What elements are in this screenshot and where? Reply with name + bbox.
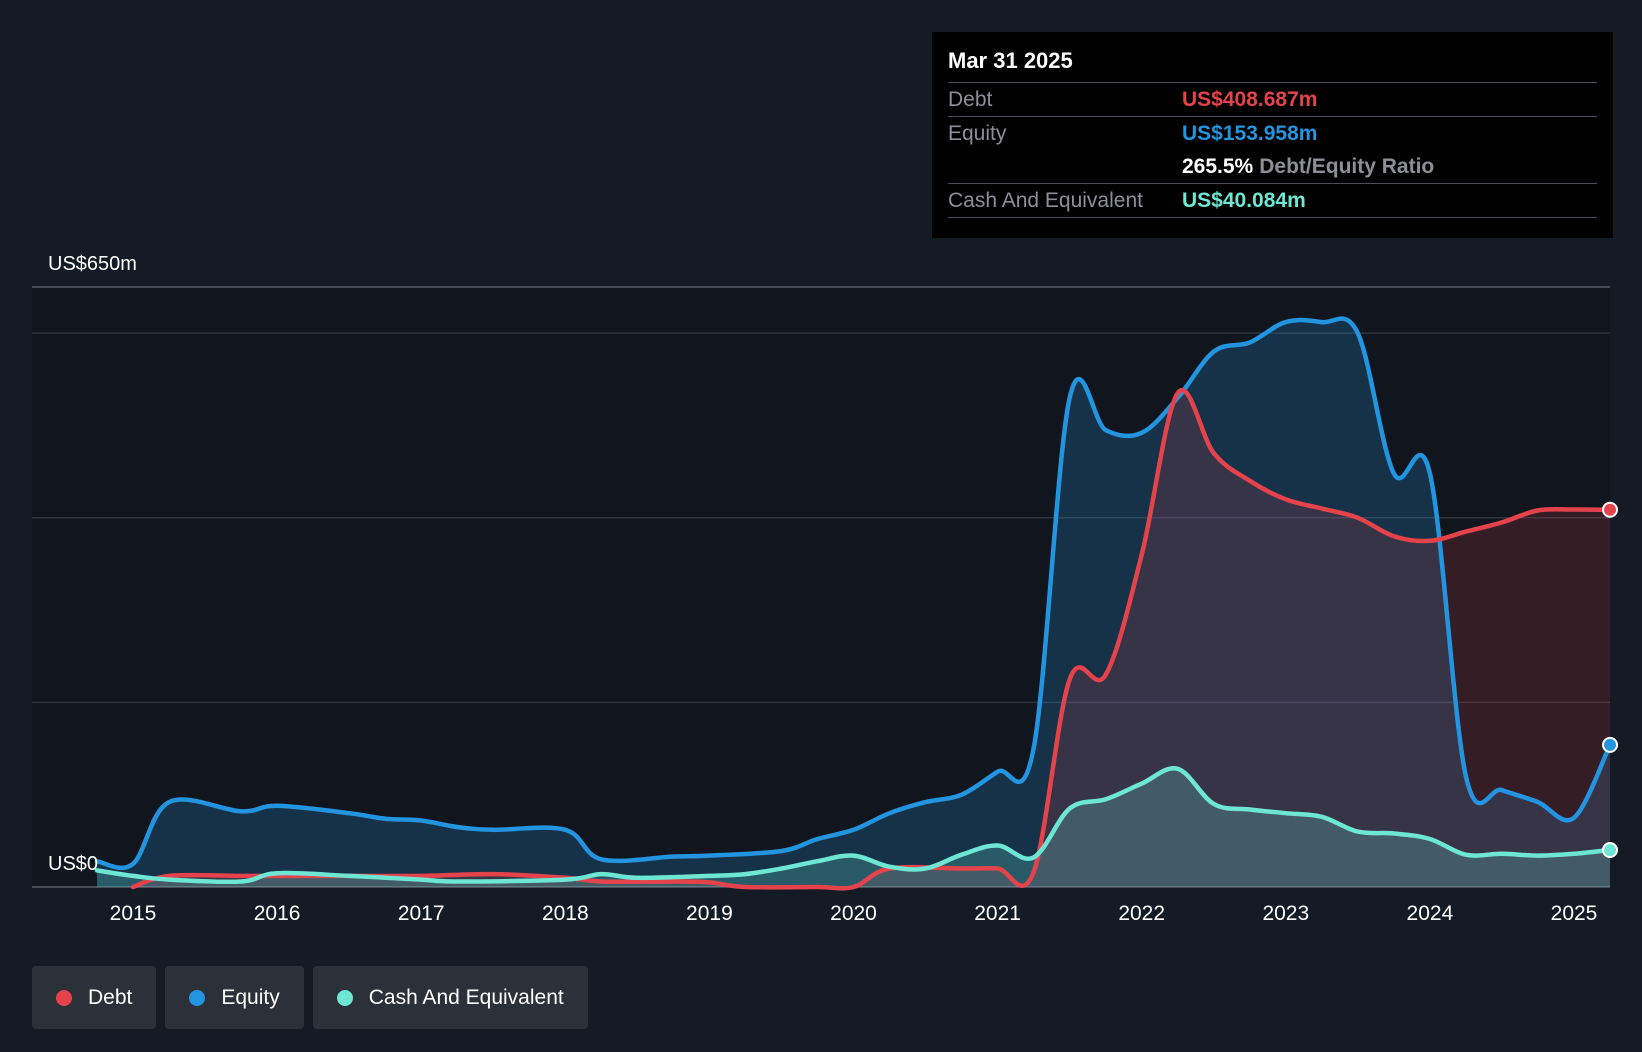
x-tick-label: 2020 [830, 902, 877, 925]
tooltip-row-cash: Cash And Equivalent US$40.084m [948, 183, 1597, 218]
grid-lines [32, 286, 1610, 888]
tooltip-equity-value: US$153.958m [1182, 121, 1318, 145]
tooltip-equity-label: Equity [948, 121, 1007, 145]
x-tick-label: 2017 [398, 902, 445, 925]
tooltip-row-equity: Equity US$153.958m [948, 116, 1597, 150]
x-tick-label: 2019 [686, 902, 733, 925]
legend-item-debt[interactable]: Debt [32, 966, 157, 1029]
legend-item-equity[interactable]: Equity [165, 966, 304, 1029]
x-tick-label: 2025 [1551, 902, 1598, 925]
endpoint-cash-and-equivalent[interactable] [1602, 841, 1619, 858]
tooltip-cash-value: US$40.084m [1182, 188, 1306, 212]
legend-dot-equity [189, 989, 206, 1006]
series-lines [94, 316, 1613, 891]
y-axis-top-label: US$650m [48, 253, 137, 275]
tooltip-row-debt: Debt US$408.687m [948, 82, 1597, 116]
x-tick-label: 2022 [1118, 902, 1165, 925]
tooltip-ratio-label: Debt/Equity Ratio [1259, 154, 1435, 178]
tooltip-panel: Mar 31 2025 Debt US$408.687m Equity US$1… [932, 32, 1613, 238]
x-tick-label: 2015 [110, 902, 157, 925]
line-equity [94, 316, 1613, 871]
series-areas [97, 318, 1610, 889]
tooltip-debt-value: US$408.687m [1182, 87, 1318, 111]
line-debt [130, 388, 1613, 891]
tooltip-cash-label: Cash And Equivalent [948, 188, 1143, 212]
y-axis-bottom-label: US$0 [48, 853, 98, 875]
tooltip-date: Mar 31 2025 [948, 48, 1073, 73]
area-cash-and-equivalent [97, 768, 1610, 887]
x-tick-label: 2016 [254, 902, 301, 925]
x-axis-ticks: 2015 2016 2017 2018 2019 2020 2021 2022 2023 2024… [110, 902, 1598, 925]
tooltip-debt-label: Debt [948, 87, 993, 111]
legend-label-debt: Debt [88, 985, 133, 1009]
future-shade [32, 287, 1610, 887]
legend-label-equity: Equity [221, 985, 280, 1009]
legend-dot-cash [336, 989, 353, 1006]
area-equity [97, 318, 1610, 887]
area-debt [133, 390, 1610, 889]
series-endpoints [1602, 501, 1619, 858]
tooltip-ratio-value: 265.5% [1182, 154, 1254, 178]
x-tick-label: 2023 [1262, 902, 1309, 925]
x-tick-label: 2024 [1407, 902, 1454, 925]
tooltip-row-ratio: 265.5% Debt/Equity Ratio [948, 150, 1597, 183]
x-tick-label: 2018 [542, 902, 589, 925]
legend-dot-debt [56, 989, 72, 1006]
legend-item-cash[interactable]: Cash And Equivalent [312, 966, 588, 1029]
endpoint-debt[interactable] [1602, 501, 1619, 518]
endpoint-equity[interactable] [1602, 736, 1619, 753]
legend: Debt Equity Cash And Equivalent [32, 966, 588, 1029]
line-cash-and-equivalent [94, 766, 1613, 885]
legend-label-cash: Cash And Equivalent [368, 985, 564, 1009]
x-tick-label: 2021 [974, 902, 1021, 925]
